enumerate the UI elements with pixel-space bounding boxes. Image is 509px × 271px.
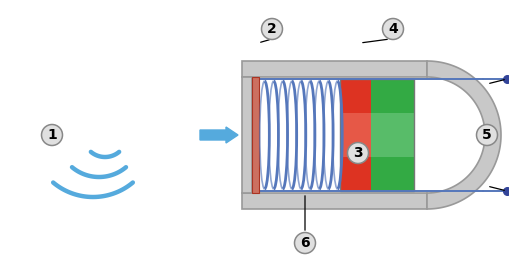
Text: 2: 2 [267, 22, 276, 36]
Circle shape [261, 18, 282, 40]
Circle shape [347, 143, 368, 163]
Text: 3: 3 [353, 146, 362, 160]
Bar [242, 193, 426, 209]
Text: 4: 4 [387, 22, 397, 36]
Text: 1: 1 [47, 128, 57, 142]
Bar [340, 79, 413, 191]
Bar [242, 77, 251, 193]
Bar [371, 112, 413, 157]
Bar [371, 79, 413, 191]
Bar [340, 112, 371, 157]
Bar [251, 77, 259, 193]
Polygon shape [426, 61, 500, 209]
Circle shape [41, 124, 63, 146]
Text: 5: 5 [481, 128, 491, 142]
Circle shape [382, 18, 403, 40]
Circle shape [475, 124, 496, 146]
Bar [340, 79, 371, 191]
Circle shape [294, 233, 315, 253]
Text: 6: 6 [300, 236, 309, 250]
FancyArrow shape [200, 127, 238, 143]
Bar [242, 61, 426, 77]
